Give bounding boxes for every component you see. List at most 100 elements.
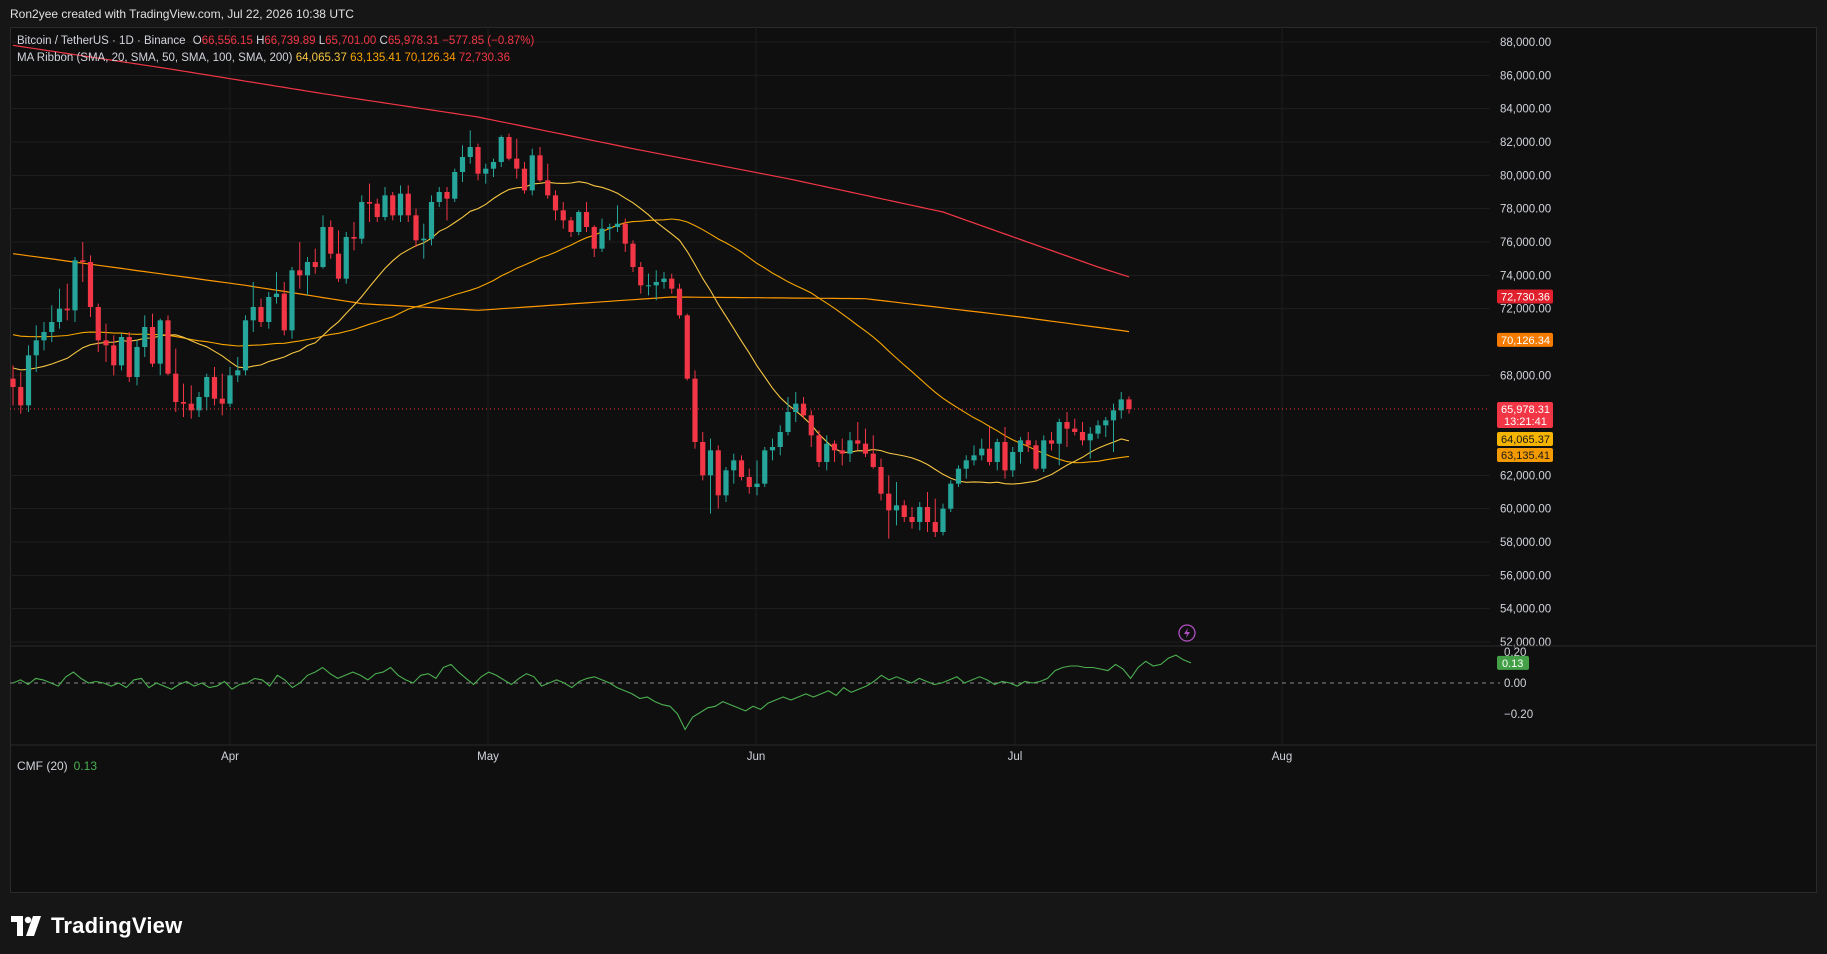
- candle-body[interactable]: [769, 447, 776, 451]
- candle-body[interactable]: [397, 193, 404, 216]
- candle-body[interactable]: [10, 378, 16, 387]
- candle-body[interactable]: [498, 137, 504, 162]
- candle-body[interactable]: [676, 288, 683, 316]
- candle-body[interactable]: [452, 172, 458, 199]
- candle-body[interactable]: [173, 373, 179, 402]
- candle-body[interactable]: [731, 460, 737, 471]
- candle-body[interactable]: [312, 262, 318, 267]
- candle-body[interactable]: [297, 270, 303, 276]
- symbol-name[interactable]: Bitcoin / TetherUS · 1D · Binance: [17, 35, 186, 47]
- candle-body[interactable]: [614, 223, 621, 227]
- candle-body[interactable]: [118, 337, 125, 366]
- candle-body[interactable]: [599, 228, 605, 249]
- cmf-label[interactable]: CMF (20): [17, 759, 68, 773]
- candle-body[interactable]: [1110, 410, 1117, 421]
- candle-body[interactable]: [568, 220, 574, 232]
- candle-body[interactable]: [808, 415, 814, 436]
- candle-body[interactable]: [444, 192, 450, 199]
- candle-body[interactable]: [64, 308, 70, 311]
- candle-body[interactable]: [986, 448, 993, 462]
- candle-body[interactable]: [142, 327, 148, 347]
- candle-body[interactable]: [421, 238, 427, 241]
- candle-body[interactable]: [545, 180, 551, 196]
- candle-body[interactable]: [816, 435, 822, 462]
- candle-body[interactable]: [630, 243, 636, 267]
- candle-body[interactable]: [932, 522, 938, 532]
- candle-body[interactable]: [831, 443, 838, 451]
- candle-body[interactable]: [273, 293, 280, 297]
- candle-body[interactable]: [405, 193, 411, 216]
- candle-body[interactable]: [622, 223, 628, 244]
- candle-body[interactable]: [428, 202, 435, 239]
- candle-body[interactable]: [281, 293, 287, 331]
- candle-body[interactable]: [1118, 399, 1124, 411]
- candle-body[interactable]: [188, 403, 194, 411]
- candle-body[interactable]: [157, 320, 163, 364]
- candle-body[interactable]: [126, 337, 132, 377]
- candle-body[interactable]: [870, 453, 876, 467]
- candle-body[interactable]: [940, 508, 946, 532]
- candle-body[interactable]: [715, 450, 721, 496]
- candle-body[interactable]: [1017, 440, 1024, 452]
- candle-body[interactable]: [909, 517, 915, 522]
- candle-body[interactable]: [289, 270, 295, 331]
- candle-body[interactable]: [971, 455, 977, 461]
- candle-body[interactable]: [862, 443, 869, 454]
- candle-body[interactable]: [359, 202, 365, 239]
- candle-body[interactable]: [785, 412, 791, 432]
- candle-body[interactable]: [707, 450, 714, 476]
- candle-body[interactable]: [258, 307, 264, 322]
- candle-body[interactable]: [335, 253, 342, 279]
- candle-body[interactable]: [948, 483, 954, 509]
- candle-body[interactable]: [1025, 440, 1031, 446]
- candle-body[interactable]: [583, 212, 590, 227]
- candle-body[interactable]: [134, 347, 140, 377]
- candle-body[interactable]: [924, 507, 931, 522]
- candle-body[interactable]: [886, 493, 892, 511]
- candle-body[interactable]: [591, 227, 597, 249]
- candle-body[interactable]: [638, 267, 644, 286]
- candle-body[interactable]: [645, 285, 652, 287]
- lightning-event-icon[interactable]: [1178, 624, 1196, 642]
- candle-body[interactable]: [738, 460, 745, 477]
- candle-body[interactable]: [762, 450, 768, 484]
- candle-body[interactable]: [824, 443, 830, 462]
- candle-body[interactable]: [41, 332, 47, 341]
- candle-body[interactable]: [242, 320, 249, 371]
- candle-body[interactable]: [390, 195, 396, 216]
- candle-body[interactable]: [723, 470, 729, 496]
- candle-body[interactable]: [754, 483, 760, 487]
- candle-body[interactable]: [901, 505, 907, 517]
- candle-body[interactable]: [343, 237, 349, 279]
- candle-body[interactable]: [576, 212, 582, 232]
- candle-body[interactable]: [227, 375, 233, 404]
- candle-body[interactable]: [467, 147, 473, 157]
- candle-body[interactable]: [661, 278, 667, 282]
- candle-body[interactable]: [560, 210, 566, 221]
- candle-body[interactable]: [514, 158, 520, 169]
- candle-body[interactable]: [103, 340, 109, 346]
- candle-body[interactable]: [979, 448, 985, 456]
- candle-body[interactable]: [374, 203, 380, 217]
- candle-body[interactable]: [537, 155, 543, 181]
- candle-body[interactable]: [490, 162, 497, 169]
- candle-body[interactable]: [1048, 440, 1055, 444]
- candle-body[interactable]: [917, 507, 923, 522]
- candle-body[interactable]: [878, 467, 884, 494]
- candle-body[interactable]: [777, 432, 783, 447]
- candle-body[interactable]: [955, 468, 962, 484]
- candle-body[interactable]: [746, 477, 752, 487]
- candle-body[interactable]: [351, 237, 357, 239]
- candle-body[interactable]: [839, 450, 845, 454]
- candle-body[interactable]: [196, 397, 202, 411]
- candle-body[interactable]: [211, 377, 218, 399]
- candle-body[interactable]: [25, 355, 32, 406]
- candle-body[interactable]: [521, 168, 528, 191]
- tradingview-logo[interactable]: TradingView: [11, 913, 182, 939]
- candle-body[interactable]: [320, 227, 326, 267]
- candle-body[interactable]: [1002, 442, 1008, 471]
- candle-body[interactable]: [800, 403, 807, 416]
- candle-body[interactable]: [180, 402, 187, 404]
- price-chart[interactable]: 88,000.00 86,000.00 84,000.00 82,000.00 80,0…: [10, 27, 1817, 893]
- candle-body[interactable]: [669, 278, 675, 289]
